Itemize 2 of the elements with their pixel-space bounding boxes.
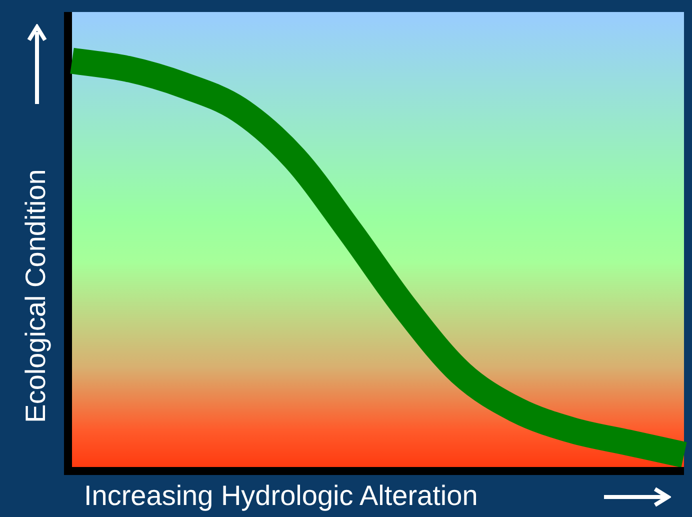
y-axis-title: Ecological Condition — [20, 169, 52, 423]
x-axis-title: Increasing Hydrologic Alteration — [84, 480, 478, 512]
